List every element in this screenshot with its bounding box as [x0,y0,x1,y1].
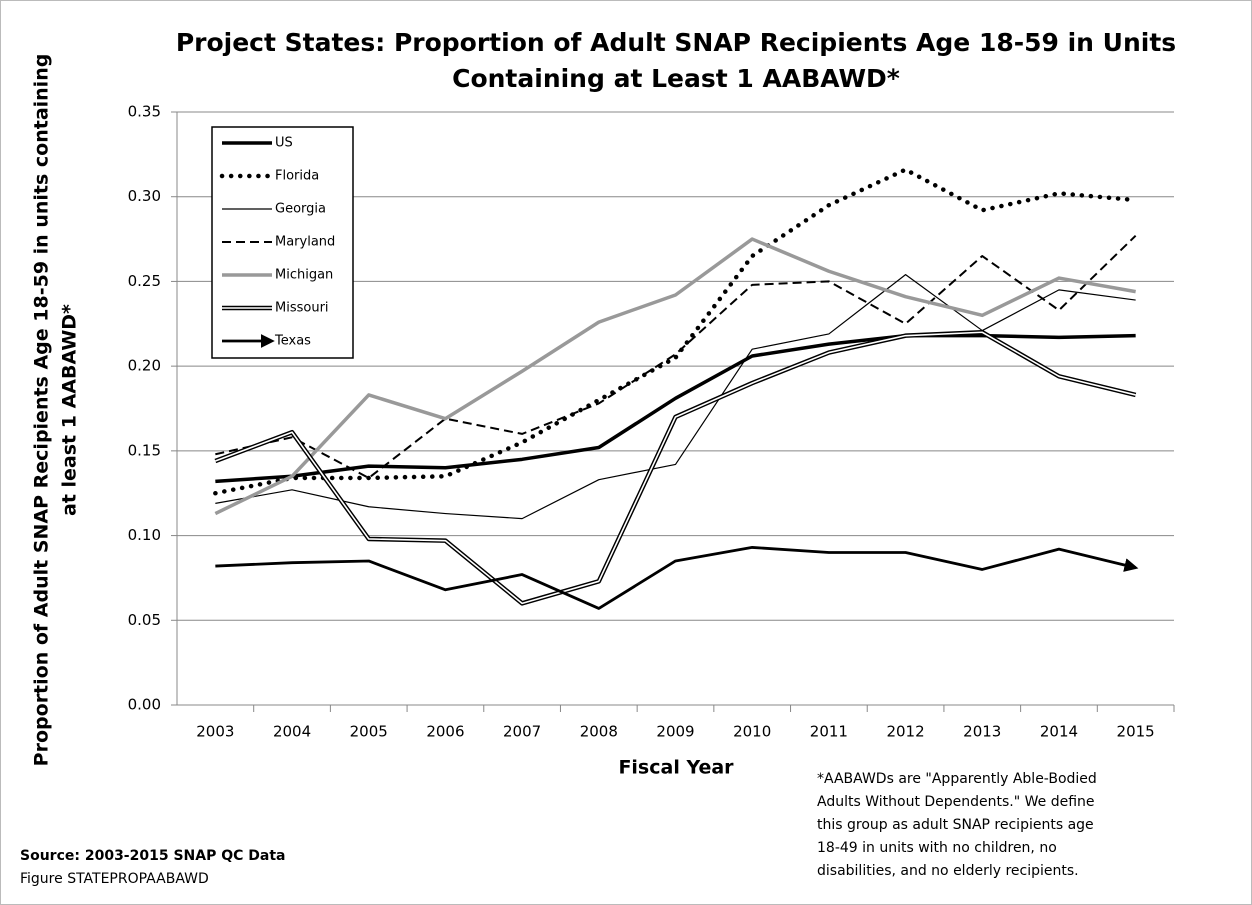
footnote: 18-49 in units with no children, no [817,840,1057,856]
footnote: Adults Without Dependents." We define [817,794,1095,810]
y-tick-label: 0.30 [128,187,161,205]
series-line [215,546,1139,610]
legend-label: Texas [274,334,311,349]
legend-label: Missouri [275,301,329,316]
x-tick-label: 2010 [733,723,771,741]
y-tick-label: 0.25 [128,272,161,290]
series-line [213,167,1138,496]
y-axis-title: at least 1 AABAWD* [59,304,81,516]
source: Source: 2003-2015 SNAP QC Data [20,848,285,864]
legend-label: Florida [275,169,319,184]
series-line [214,237,1136,516]
footnote: disabilities, and no elderly recipients. [817,863,1079,879]
chart-title: Containing at Least 1 AABAWD* [452,64,900,93]
y-tick-label: 0.20 [128,357,161,375]
x-tick-label: 2005 [350,723,388,741]
legend-label: Michigan [275,268,333,283]
x-tick-label: 2015 [1117,723,1155,741]
x-tick-label: 2007 [503,723,541,741]
x-axis-title: Fiscal Year [618,757,734,779]
chart-title: Project States: Proportion of Adult SNAP… [176,28,1176,57]
y-tick-label: 0.10 [128,526,161,544]
x-tick-label: 2008 [580,723,618,741]
footnote: this group as adult SNAP recipients age [817,817,1094,833]
legend-label: Georgia [275,202,326,217]
series-line [215,234,1137,479]
x-tick-label: 2006 [426,723,464,741]
figure-label: Figure STATEPROPAABAWD [20,871,209,887]
y-tick-label: 0.35 [128,103,161,121]
y-axis-title: Proportion of Adult SNAP Recipients Age … [31,54,53,767]
legend-label: US [275,136,293,151]
x-tick-label: 2004 [273,723,311,741]
x-tick-label: 2011 [810,723,848,741]
x-tick-label: 2009 [656,723,694,741]
legend-label: Maryland [275,235,335,250]
legend-box [211,126,354,359]
footnote: *AABAWDs are "Apparently Able-Bodied [817,771,1097,787]
x-tick-label: 2003 [196,723,234,741]
series-line [215,333,1136,484]
x-tick-label: 2012 [886,723,924,741]
x-tick-label: 2014 [1040,723,1078,741]
x-tick-label: 2013 [963,723,1001,741]
y-tick-label: 0.15 [128,441,161,459]
y-tick-label: 0.05 [128,611,161,629]
y-tick-label: 0.00 [128,696,161,714]
series-line-inner [215,331,1136,605]
